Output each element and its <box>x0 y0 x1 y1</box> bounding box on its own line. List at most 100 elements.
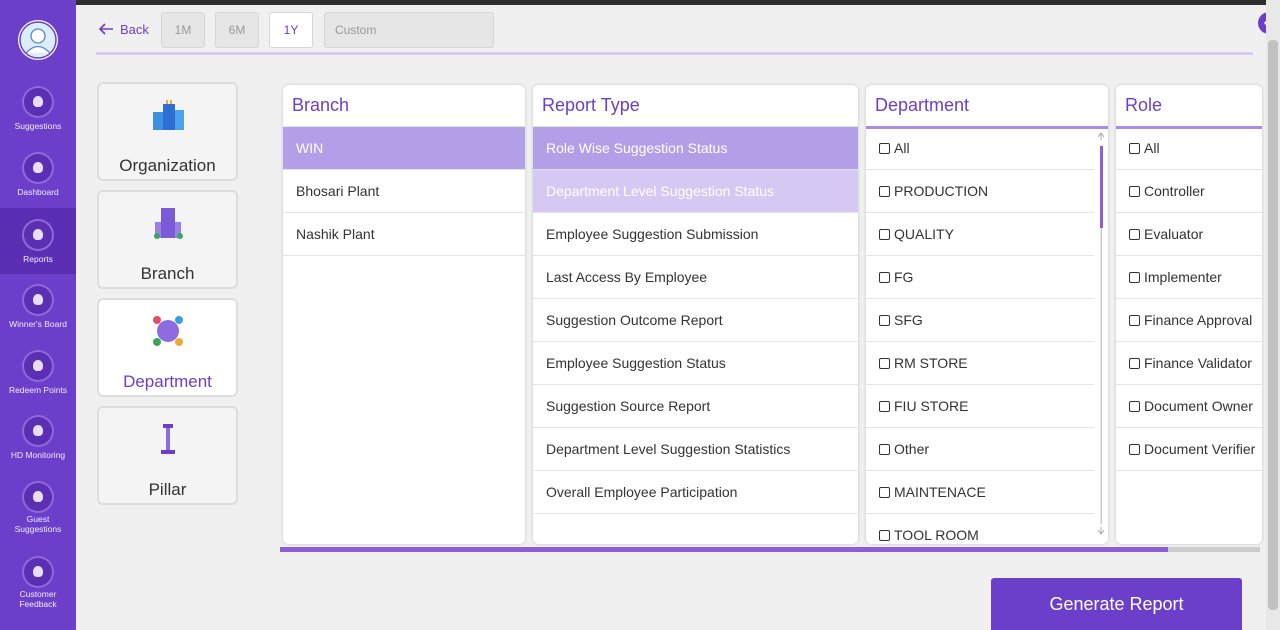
sidebar-item[interactable]: HD Monitoring <box>0 404 76 470</box>
checkbox[interactable] <box>1129 271 1140 283</box>
list-row[interactable]: Employee Suggestion Submission <box>533 213 858 256</box>
row-label: Overall Employee Participation <box>546 484 738 500</box>
custom-range-input[interactable]: Custom <box>324 12 494 48</box>
sidebar-icon <box>24 154 52 182</box>
checkbox[interactable] <box>1129 443 1140 455</box>
sidebar-item[interactable]: Suggestions <box>0 75 76 141</box>
list-row[interactable]: Finance Approval <box>1116 299 1262 342</box>
sidebar-label: Winner's Board <box>9 319 67 329</box>
scroll-thumb[interactable] <box>280 547 1168 552</box>
divider <box>96 52 1253 55</box>
checkbox[interactable] <box>879 486 890 498</box>
checkbox[interactable] <box>1129 228 1140 240</box>
list-row[interactable]: Document Owner <box>1116 385 1262 428</box>
sidebar-item[interactable]: Redeem Points <box>0 339 76 405</box>
category-icon <box>153 316 183 346</box>
sidebar-item[interactable]: Winner's Board <box>0 273 76 339</box>
list-row[interactable]: Document Verifier <box>1116 428 1262 471</box>
panel-title: Role <box>1125 95 1163 115</box>
period-button[interactable]: 6M <box>215 12 259 48</box>
checkbox[interactable] <box>1129 400 1140 412</box>
list-row[interactable]: RM STORE <box>866 342 1094 385</box>
checkbox[interactable] <box>879 443 890 455</box>
list-panel: Branch WIN Bhosari Plant Nashik Plant <box>283 85 525 544</box>
window-strip <box>0 0 1280 5</box>
period-button[interactable]: 1Y <box>269 12 313 48</box>
avatar[interactable] <box>18 20 58 60</box>
list-row[interactable]: FG <box>866 256 1094 299</box>
list-row[interactable]: Role Wise Suggestion Status <box>533 127 858 170</box>
list-row[interactable]: Implementer <box>1116 256 1262 299</box>
checkbox[interactable] <box>1129 142 1140 154</box>
sidebar-item[interactable]: Guest Suggestions <box>0 470 76 536</box>
row-label: Department Level Suggestion Status <box>546 183 775 199</box>
checkbox[interactable] <box>879 185 890 197</box>
list-row[interactable]: All <box>866 127 1094 170</box>
list-row[interactable]: Suggestion Outcome Report <box>533 299 858 342</box>
row-label: Controller <box>1144 183 1205 199</box>
list-row[interactable]: All <box>1116 127 1262 170</box>
category-card[interactable]: Pillar <box>97 406 238 505</box>
list-row[interactable]: SFG <box>866 299 1094 342</box>
checkbox[interactable] <box>879 271 890 283</box>
list-panel: Report Type Role Wise Suggestion Status De… <box>533 85 858 544</box>
checkbox[interactable] <box>879 142 890 154</box>
row-label: TOOL ROOM <box>894 527 979 541</box>
row-label: Implementer <box>1144 269 1222 285</box>
checkbox[interactable] <box>1129 314 1140 326</box>
page-scroll-thumb[interactable] <box>1268 40 1278 610</box>
list-row[interactable]: Bhosari Plant <box>283 170 525 213</box>
sidebar-icon <box>24 286 52 314</box>
list-row[interactable]: MAINTENACE <box>866 471 1094 514</box>
row-label: All <box>894 140 910 156</box>
sidebar-label: Customer Feedback <box>19 589 57 609</box>
checkbox[interactable] <box>879 400 890 412</box>
list-row[interactable]: Evaluator <box>1116 213 1262 256</box>
list-row[interactable]: Other <box>866 428 1094 471</box>
list-row[interactable]: PRODUCTION <box>866 170 1094 213</box>
list-row[interactable]: Suggestion Source Report <box>533 385 858 428</box>
list-row[interactable]: FIU STORE <box>866 385 1094 428</box>
row-label: Document Verifier <box>1144 441 1256 457</box>
panel-rows: Role Wise Suggestion Status Department Le… <box>533 127 858 541</box>
category-icon <box>161 424 175 454</box>
row-label: Last Access By Employee <box>546 269 708 285</box>
list-row[interactable]: WIN <box>283 127 525 170</box>
list-row[interactable]: Nashik Plant <box>283 213 525 256</box>
sidebar-item[interactable]: Reports <box>0 208 76 274</box>
sidebar-item[interactable]: Customer Feedback <box>0 545 76 611</box>
list-row[interactable]: Overall Employee Participation <box>533 471 858 514</box>
row-label: Bhosari Plant <box>296 183 380 199</box>
row-label: Employee Suggestion Status <box>546 355 726 371</box>
checkbox[interactable] <box>879 357 890 369</box>
checkbox[interactable] <box>879 314 890 326</box>
row-label: WIN <box>296 140 324 156</box>
list-row[interactable]: QUALITY <box>866 213 1094 256</box>
list-row[interactable]: Controller <box>1116 170 1262 213</box>
list-panel: Role All Controller Evaluator Implementer Fin… <box>1116 85 1262 544</box>
sidebar-icon <box>24 558 52 586</box>
list-row[interactable]: TOOL ROOM <box>866 514 1094 541</box>
list-row[interactable]: Department Level Suggestion Statistics <box>533 428 858 471</box>
list-row[interactable]: Finance Validator <box>1116 342 1262 385</box>
checkbox[interactable] <box>879 228 890 240</box>
category-card[interactable]: Department <box>97 298 238 397</box>
list-row[interactable]: Department Level Suggestion Status <box>533 170 858 213</box>
row-label: SFG <box>894 312 923 328</box>
generate-button[interactable]: Generate Report <box>991 578 1242 630</box>
row-label: Nashik Plant <box>296 226 375 242</box>
list-row[interactable]: Last Access By Employee <box>533 256 858 299</box>
checkbox[interactable] <box>1129 357 1140 369</box>
back-button[interactable]: Back <box>98 18 149 40</box>
category-card[interactable]: Organization <box>97 82 238 181</box>
list-panel: Department All PRODUCTION QUALITY FG SFG RM ST… <box>866 85 1108 544</box>
checkbox[interactable] <box>1129 185 1140 197</box>
sidebar-item[interactable]: Dashboard <box>0 141 76 207</box>
row-label: Other <box>894 441 930 457</box>
category-card[interactable]: Branch <box>97 190 238 289</box>
row-label: Suggestion Outcome Report <box>546 312 723 328</box>
checkbox[interactable] <box>879 529 890 541</box>
panel-header-line <box>533 126 858 127</box>
period-button[interactable]: 1M <box>161 12 205 48</box>
list-row[interactable]: Employee Suggestion Status <box>533 342 858 385</box>
